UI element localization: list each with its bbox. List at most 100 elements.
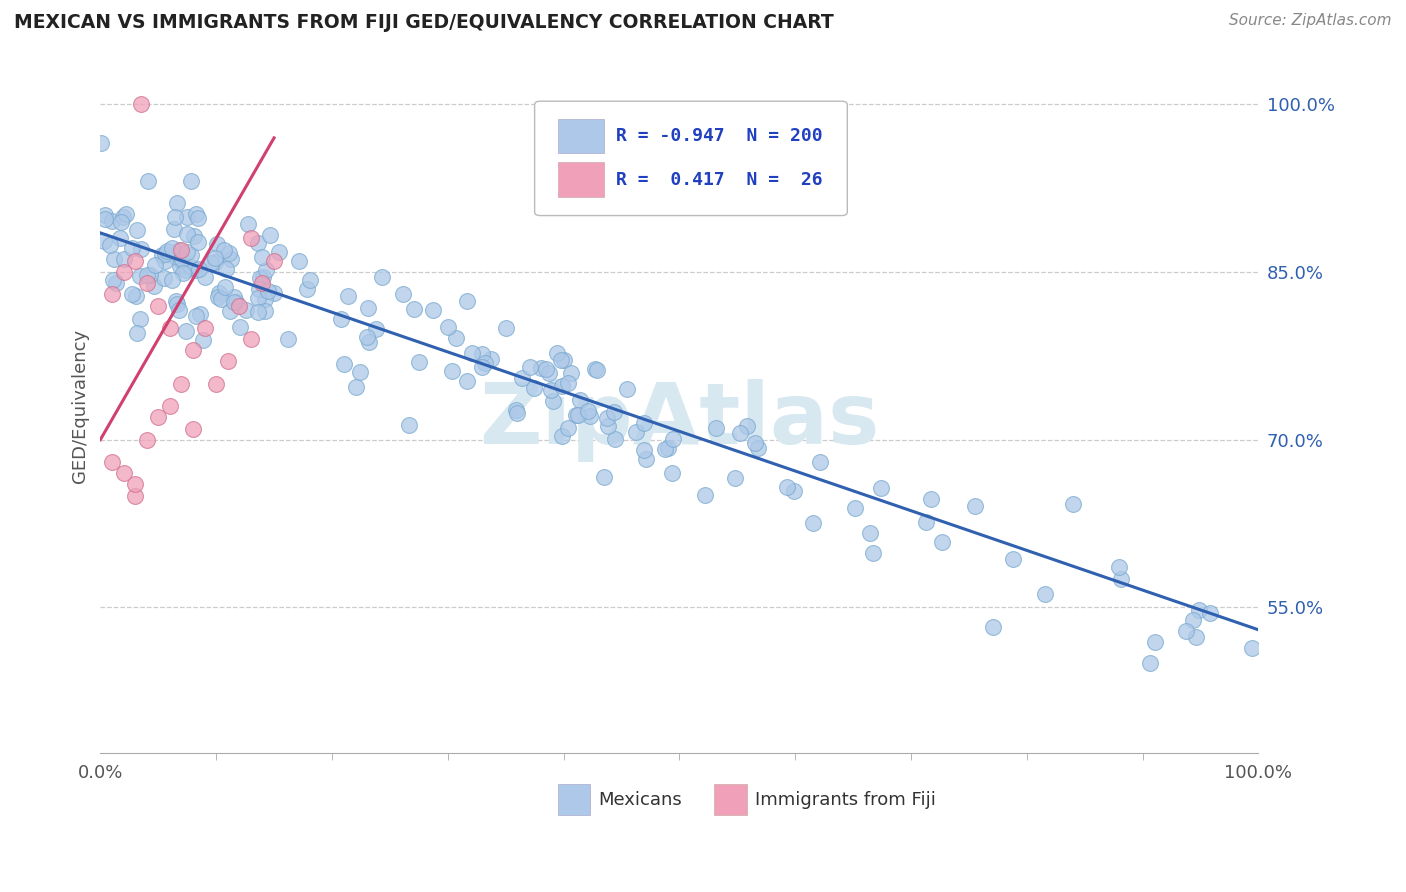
Point	[747, 441, 769, 455]
Point	[579, 409, 602, 423]
Point	[155, 244, 177, 259]
Point	[193, 334, 215, 348]
Point	[176, 244, 198, 259]
Point	[626, 425, 648, 440]
Point	[207, 290, 229, 304]
Point	[920, 491, 942, 506]
FancyBboxPatch shape	[558, 162, 605, 197]
Point	[633, 417, 655, 431]
Point	[186, 207, 208, 221]
Point	[596, 411, 619, 425]
Point	[441, 364, 464, 378]
Point	[269, 245, 291, 260]
Point	[963, 499, 986, 513]
Point	[229, 319, 252, 334]
Point	[136, 268, 159, 282]
Point	[235, 302, 257, 317]
Point	[101, 455, 124, 469]
Point	[194, 269, 217, 284]
Point	[538, 367, 561, 381]
Point	[129, 242, 152, 256]
Point	[222, 290, 245, 304]
Text: Source: ZipAtlas.com: Source: ZipAtlas.com	[1229, 13, 1392, 29]
Point	[557, 421, 579, 435]
Point	[143, 258, 166, 272]
Point	[169, 253, 191, 268]
Point	[408, 355, 430, 369]
Point	[208, 285, 231, 300]
Point	[135, 433, 157, 447]
Point	[183, 228, 205, 243]
Point	[808, 454, 831, 468]
Point	[543, 394, 565, 409]
Point	[576, 403, 599, 417]
Point	[737, 419, 759, 434]
Point	[583, 361, 606, 376]
Point	[422, 303, 444, 318]
Point	[172, 266, 194, 280]
Point	[93, 234, 115, 248]
Point	[254, 303, 277, 318]
Point	[1181, 613, 1204, 627]
Point	[724, 471, 747, 485]
Point	[567, 409, 589, 423]
Point	[169, 259, 191, 273]
Point	[166, 297, 188, 311]
Point	[124, 477, 146, 491]
Point	[219, 303, 242, 318]
Point	[633, 443, 655, 458]
Point	[112, 265, 135, 279]
Point	[534, 361, 557, 376]
Point	[349, 365, 371, 379]
Point	[456, 374, 478, 388]
Point	[184, 263, 207, 277]
Point	[98, 238, 121, 252]
Text: Mexicans: Mexicans	[599, 791, 682, 809]
Point	[135, 276, 157, 290]
Point	[125, 289, 148, 303]
Point	[277, 333, 299, 347]
Point	[153, 253, 176, 268]
Point	[744, 436, 766, 450]
Point	[263, 253, 285, 268]
Point	[101, 214, 124, 228]
Point	[596, 419, 619, 434]
Point	[505, 402, 527, 417]
Point	[915, 515, 938, 529]
Point	[288, 254, 311, 268]
Point	[205, 376, 228, 391]
Point	[184, 310, 207, 324]
Point	[693, 488, 716, 502]
Point	[167, 302, 190, 317]
Point	[803, 516, 825, 530]
Point	[253, 292, 276, 306]
Point	[127, 223, 149, 237]
Point	[364, 322, 387, 336]
Point	[112, 252, 135, 267]
Point	[551, 379, 574, 393]
Point	[204, 252, 226, 266]
Point	[246, 291, 269, 305]
Point	[252, 276, 274, 290]
Point	[1188, 603, 1211, 617]
Point	[471, 347, 494, 361]
Point	[479, 351, 502, 366]
Point	[228, 299, 250, 313]
Point	[1139, 657, 1161, 671]
Point	[298, 273, 321, 287]
Point	[247, 236, 270, 251]
Point	[247, 282, 270, 296]
Point	[436, 320, 458, 334]
Point	[557, 376, 579, 391]
Point	[124, 253, 146, 268]
Point	[402, 301, 425, 316]
Point	[204, 254, 226, 268]
Point	[247, 305, 270, 319]
Point	[357, 335, 380, 350]
Point	[585, 363, 607, 377]
FancyBboxPatch shape	[558, 784, 591, 815]
Point	[344, 380, 367, 394]
Point	[654, 442, 676, 456]
Point	[153, 270, 176, 285]
Point	[551, 429, 574, 443]
